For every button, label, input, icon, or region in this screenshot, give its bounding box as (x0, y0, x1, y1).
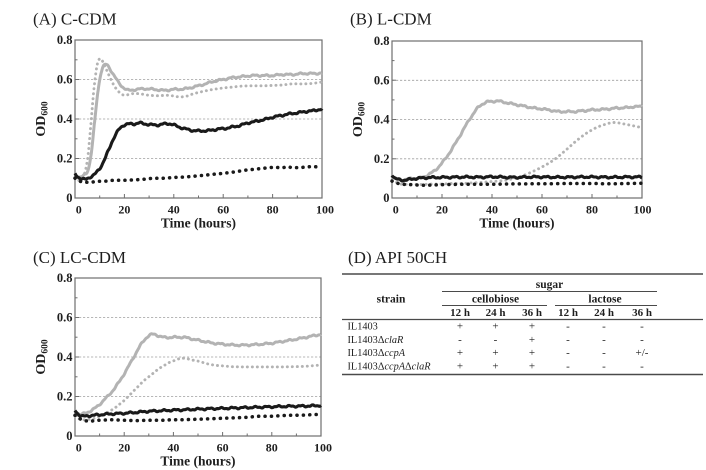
svg-text:40: 40 (168, 203, 180, 217)
svg-text:0: 0 (66, 191, 72, 205)
svg-text:-: - (566, 347, 570, 359)
svg-text:0.4: 0.4 (57, 112, 73, 126)
svg-text:60: 60 (217, 441, 229, 455)
svg-text:Time (hours): Time (hours) (479, 216, 554, 231)
svg-text:12 h: 12 h (558, 307, 578, 319)
svg-text:+: + (457, 347, 463, 359)
svg-text:0.2: 0.2 (374, 152, 390, 166)
svg-text:OD600: OD600 (351, 102, 368, 138)
svg-text:-: - (602, 321, 606, 333)
svg-text:(A) C-CDM: (A) C-CDM (33, 10, 117, 29)
svg-text:strain: strain (377, 294, 406, 306)
svg-text:IL1403ΔccpAΔclaR: IL1403ΔccpAΔclaR (348, 362, 432, 373)
svg-text:40: 40 (486, 203, 498, 217)
svg-text:-: - (640, 334, 644, 346)
svg-text:0.8: 0.8 (374, 34, 390, 48)
svg-text:100: 100 (314, 441, 332, 455)
svg-text:0.8: 0.8 (57, 271, 73, 285)
svg-text:-: - (566, 321, 570, 333)
svg-text:+: + (529, 321, 535, 333)
svg-text:+: + (529, 347, 535, 359)
svg-text:+/-: +/- (636, 347, 649, 359)
svg-text:0.8: 0.8 (57, 33, 73, 47)
svg-text:20: 20 (118, 203, 130, 217)
svg-text:OD600: OD600 (34, 101, 51, 137)
svg-text:60: 60 (536, 203, 548, 217)
svg-text:+: + (492, 321, 498, 333)
svg-text:60: 60 (217, 203, 229, 217)
svg-text:-: - (494, 334, 498, 346)
svg-text:0: 0 (66, 429, 72, 443)
svg-text:0: 0 (76, 441, 82, 455)
svg-text:20: 20 (436, 203, 448, 217)
svg-text:24 h: 24 h (594, 307, 614, 319)
svg-text:+: + (529, 334, 535, 346)
svg-text:0: 0 (76, 203, 82, 217)
svg-text:cellobiose: cellobiose (472, 294, 519, 306)
svg-text:-: - (458, 334, 462, 346)
svg-text:80: 80 (267, 203, 279, 217)
svg-text:+: + (457, 361, 463, 373)
svg-text:0.6: 0.6 (374, 73, 390, 87)
svg-text:IL1403ΔccpA: IL1403ΔccpA (348, 348, 406, 359)
svg-text:20: 20 (118, 441, 130, 455)
svg-text:Time (hours): Time (hours) (161, 216, 236, 231)
svg-text:+: + (529, 361, 535, 373)
svg-text:IL1403: IL1403 (348, 322, 378, 333)
svg-text:0.4: 0.4 (57, 350, 73, 364)
svg-text:+: + (457, 321, 463, 333)
svg-text:36 h: 36 h (632, 307, 652, 319)
svg-text:0.2: 0.2 (57, 390, 73, 404)
svg-text:(D) API 50CH: (D) API 50CH (348, 248, 447, 267)
svg-text:80: 80 (266, 441, 278, 455)
svg-text:100: 100 (316, 203, 334, 217)
svg-text:lactose: lactose (588, 294, 621, 306)
svg-text:36 h: 36 h (522, 307, 542, 319)
svg-text:0: 0 (393, 203, 399, 217)
svg-text:0.2: 0.2 (57, 152, 73, 166)
svg-text:+: + (492, 361, 498, 373)
svg-text:-: - (640, 321, 644, 333)
svg-text:-: - (602, 334, 606, 346)
svg-text:24 h: 24 h (486, 307, 506, 319)
svg-text:-: - (566, 361, 570, 373)
svg-text:+: + (492, 347, 498, 359)
svg-text:sugar: sugar (536, 279, 563, 291)
svg-text:0.6: 0.6 (57, 73, 73, 87)
svg-text:40: 40 (167, 441, 179, 455)
svg-text:0: 0 (383, 191, 389, 205)
svg-text:-: - (602, 347, 606, 359)
svg-text:100: 100 (634, 203, 652, 217)
svg-text:-: - (640, 361, 644, 373)
svg-text:-: - (602, 361, 606, 373)
svg-text:(B) L-CDM: (B) L-CDM (350, 10, 432, 29)
svg-text:0.6: 0.6 (57, 311, 73, 325)
svg-text:Time (hours): Time (hours) (160, 454, 235, 469)
svg-text:OD600: OD600 (34, 339, 51, 375)
svg-text:(C) LC-CDM: (C) LC-CDM (33, 248, 126, 267)
svg-text:IL1403ΔclaR: IL1403ΔclaR (348, 335, 405, 346)
svg-text:12 h: 12 h (450, 307, 470, 319)
svg-text:0.4: 0.4 (374, 113, 390, 127)
svg-text:80: 80 (586, 203, 598, 217)
svg-text:-: - (566, 334, 570, 346)
